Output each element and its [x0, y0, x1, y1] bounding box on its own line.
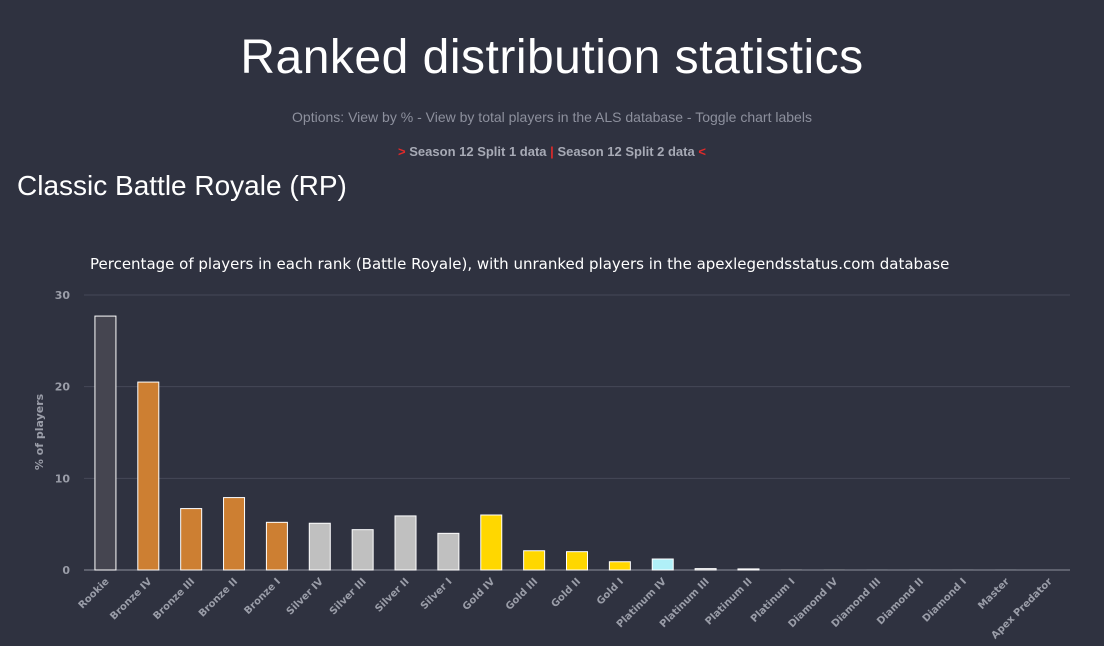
bar-silver-i[interactable]	[437, 532, 460, 571]
options-prefix: Options:	[292, 109, 345, 125]
x-tick-label: Silver II	[373, 576, 411, 614]
season-split2-link[interactable]: Season 12 Split 2 data	[557, 144, 695, 159]
x-tick-label: Gold II	[549, 576, 583, 610]
view-total-link[interactable]: View by total players in the ALS databas…	[425, 109, 683, 125]
x-tick-label: Gold I	[595, 576, 626, 607]
bar-platinum-iv[interactable]	[651, 558, 674, 571]
bar-silver-iii[interactable]	[351, 529, 374, 571]
bar-gold-i[interactable]	[608, 561, 631, 571]
season-links: > Season 12 Split 1 data | Season 12 Spl…	[0, 144, 1104, 159]
bar-layer	[94, 315, 1017, 571]
left-marker: >	[398, 144, 406, 159]
bar-silver-iv[interactable]	[308, 522, 331, 571]
options-bar: Options: View by % - View by total playe…	[0, 109, 1104, 125]
y-tick-label: 0	[62, 564, 70, 577]
x-tick-label: Bronze III	[151, 576, 197, 622]
options-separator: -	[417, 109, 422, 125]
section-title: Classic Battle Royale (RP)	[17, 170, 347, 201]
bar-bronze-i[interactable]	[265, 521, 288, 571]
y-tick-label: 30	[55, 289, 71, 302]
bar-platinum-iii[interactable]	[694, 568, 717, 571]
season-divider: |	[550, 144, 554, 159]
bar-bronze-iii[interactable]	[180, 508, 203, 571]
season-split1-link[interactable]: Season 12 Split 1 data	[409, 144, 547, 159]
x-tick-label: Rookie	[77, 576, 112, 611]
bar-platinum-ii[interactable]	[737, 568, 760, 571]
bar-gold-iv[interactable]	[480, 514, 503, 571]
x-tick-label: Master	[976, 576, 1012, 612]
chart-title: Percentage of players in each rank (Batt…	[90, 255, 949, 273]
x-tick-label: Bronze IV	[108, 576, 154, 622]
x-tick-label: Gold IV	[461, 576, 498, 613]
y-tick-label: 10	[55, 472, 71, 485]
bar-silver-ii[interactable]	[394, 515, 417, 571]
bar-gold-ii[interactable]	[566, 551, 588, 571]
x-tick-label: Diamond I	[921, 576, 969, 624]
x-tick-label: Silver III	[328, 576, 369, 617]
bar-gold-iii[interactable]	[523, 550, 546, 571]
x-tick-label: Bronze II	[197, 576, 240, 619]
x-tick-label: Silver IV	[285, 576, 326, 617]
page-title: Ranked distribution statistics	[240, 31, 864, 84]
y-tick-label: 20	[55, 381, 71, 394]
right-marker: <	[698, 144, 706, 159]
options-separator: -	[686, 109, 692, 125]
bar-bronze-ii[interactable]	[223, 497, 246, 571]
toggle-labels-link[interactable]: Toggle chart labels	[695, 109, 812, 125]
y-axis-label: % of players	[33, 393, 46, 470]
bar-bronze-iv[interactable]	[137, 381, 160, 571]
x-tick-label: Gold III	[504, 576, 540, 612]
view-percent-link[interactable]: View by %	[348, 109, 414, 125]
x-tick-label: Silver I	[419, 576, 455, 612]
bar-rookie[interactable]	[94, 315, 117, 571]
x-tick-label: Bronze I	[242, 576, 283, 617]
